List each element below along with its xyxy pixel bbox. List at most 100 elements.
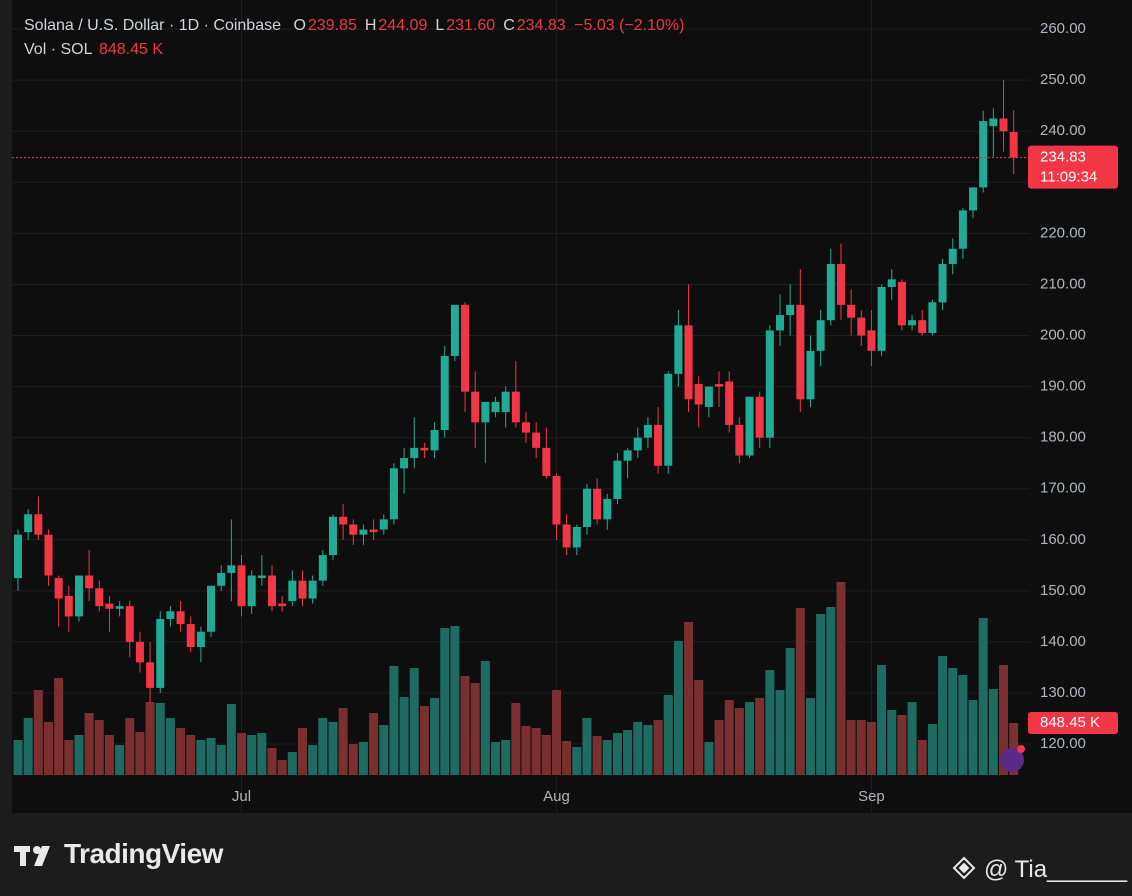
volume-bar <box>988 688 998 775</box>
candle-body <box>501 391 510 413</box>
candle-body <box>227 565 236 573</box>
candle-body <box>186 624 195 648</box>
candle-body <box>257 575 266 579</box>
candle-body <box>908 320 917 326</box>
candle-body <box>887 279 896 288</box>
candle-body <box>725 381 734 425</box>
candle-body <box>806 350 815 400</box>
candle-body <box>755 396 764 438</box>
volume-bar <box>54 678 64 775</box>
volume-bar <box>74 734 84 775</box>
volume-bar <box>653 719 663 775</box>
volume-bar <box>521 725 531 775</box>
candle-body <box>897 281 906 326</box>
y-tick-label: 140.00 <box>1040 633 1086 650</box>
volume-bar <box>115 744 125 775</box>
candle-body <box>542 447 551 476</box>
candle-body <box>247 575 256 607</box>
candle-body <box>796 304 805 400</box>
candle-body <box>44 534 53 576</box>
volume-badge <box>1028 712 1118 735</box>
candle-body <box>654 424 663 466</box>
volume-bar <box>704 741 714 775</box>
volume-bar <box>927 724 937 775</box>
volume-bar <box>287 752 297 775</box>
candle-body <box>481 401 490 423</box>
candle-body <box>552 475 561 525</box>
volume-bar <box>430 697 440 775</box>
y-tick-label: 210.00 <box>1040 275 1086 292</box>
volume-bar <box>501 740 511 775</box>
volume-bar <box>348 743 358 775</box>
volume-bar <box>308 744 318 775</box>
assistant-icon[interactable] <box>1000 745 1025 772</box>
candle-body <box>522 422 530 433</box>
field-value: 244.09 <box>378 17 428 34</box>
volume-bar <box>13 740 23 775</box>
candle-body <box>684 325 693 400</box>
candle-body <box>64 595 73 617</box>
y-tick-label: 180.00 <box>1040 429 1086 446</box>
candle-body <box>298 580 307 599</box>
volume-bar <box>978 618 988 775</box>
field-value: 239.85 <box>307 17 357 34</box>
volume-value: 848.45 K <box>98 41 163 58</box>
candle-body <box>511 391 520 423</box>
y-tick-label: 170.00 <box>1040 480 1086 497</box>
field-key: L <box>435 17 445 34</box>
volume-bar <box>186 734 196 775</box>
volume-bar <box>379 725 389 775</box>
candle-body <box>572 527 581 548</box>
volume-bar <box>247 734 257 775</box>
candle-body <box>379 519 388 530</box>
candle-body <box>969 187 978 211</box>
y-tick-label: 240.00 <box>1040 122 1086 139</box>
candle-body <box>135 641 144 663</box>
volume-bar <box>917 740 927 775</box>
volume-bar <box>877 665 887 775</box>
y-tick-label: 120.00 <box>1040 735 1086 752</box>
candle-body <box>918 320 927 333</box>
candle-body <box>958 210 967 249</box>
y-tick-label: 250.00 <box>1040 71 1086 88</box>
volume-bar <box>612 733 622 775</box>
candle-body <box>623 450 632 461</box>
volume-bar <box>846 719 856 775</box>
volume-bar <box>399 697 409 775</box>
candle-body <box>847 304 856 318</box>
candle-body <box>613 460 622 499</box>
y-tick-label: 200.00 <box>1040 326 1086 343</box>
candle-body <box>765 330 774 438</box>
field-value: 231.60 <box>446 17 496 34</box>
volume-bar <box>450 625 460 775</box>
volume-bar <box>826 606 836 775</box>
candle-body <box>349 524 358 535</box>
candle-body <box>217 572 226 586</box>
candle-body <box>339 516 348 525</box>
volume-bar <box>795 608 805 775</box>
volume-bar <box>511 703 521 775</box>
candle-body <box>674 325 683 374</box>
volume-bar <box>33 690 43 775</box>
volume-bar <box>135 731 145 775</box>
candle-body <box>207 585 216 632</box>
volume-bar <box>948 668 958 775</box>
candle-body <box>34 514 43 535</box>
watermark: @ Tia______ <box>984 856 1128 883</box>
volume-bar <box>572 746 582 775</box>
volume-bar <box>958 675 968 775</box>
volume-bar <box>724 700 734 775</box>
volume-bar <box>633 722 643 775</box>
candle-body <box>664 373 673 466</box>
candle-body <box>471 391 480 423</box>
volume-bar <box>419 706 429 775</box>
candle-body <box>14 534 22 579</box>
tradingview-logo <box>14 846 50 866</box>
candle-body <box>836 264 845 305</box>
price-badge-value: 234.83 <box>1040 149 1086 166</box>
volume-bar <box>836 582 846 775</box>
volume-bar <box>328 722 338 775</box>
volume-bar <box>358 741 368 775</box>
field-key: O <box>293 17 306 34</box>
volume-bar <box>318 718 328 775</box>
